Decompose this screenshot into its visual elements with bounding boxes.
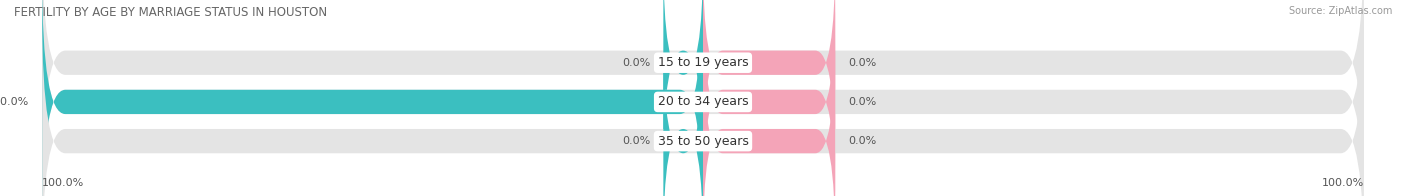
Text: 0.0%: 0.0% [848, 97, 876, 107]
Text: 100.0%: 100.0% [0, 97, 30, 107]
Text: 100.0%: 100.0% [42, 178, 84, 188]
FancyBboxPatch shape [42, 0, 703, 196]
FancyBboxPatch shape [664, 36, 703, 196]
FancyBboxPatch shape [42, 0, 1364, 196]
Text: 0.0%: 0.0% [848, 58, 876, 68]
Text: 0.0%: 0.0% [848, 136, 876, 146]
Text: Source: ZipAtlas.com: Source: ZipAtlas.com [1288, 6, 1392, 16]
Text: 20 to 34 years: 20 to 34 years [658, 95, 748, 108]
FancyBboxPatch shape [664, 0, 703, 168]
Text: 0.0%: 0.0% [621, 58, 650, 68]
Text: 100.0%: 100.0% [1322, 178, 1364, 188]
Text: FERTILITY BY AGE BY MARRIAGE STATUS IN HOUSTON: FERTILITY BY AGE BY MARRIAGE STATUS IN H… [14, 6, 328, 19]
FancyBboxPatch shape [42, 16, 1364, 196]
Text: 35 to 50 years: 35 to 50 years [658, 135, 748, 148]
FancyBboxPatch shape [42, 0, 1364, 188]
FancyBboxPatch shape [703, 0, 835, 168]
FancyBboxPatch shape [703, 0, 835, 196]
FancyBboxPatch shape [703, 36, 835, 196]
Text: 0.0%: 0.0% [621, 136, 650, 146]
Text: 15 to 19 years: 15 to 19 years [658, 56, 748, 69]
